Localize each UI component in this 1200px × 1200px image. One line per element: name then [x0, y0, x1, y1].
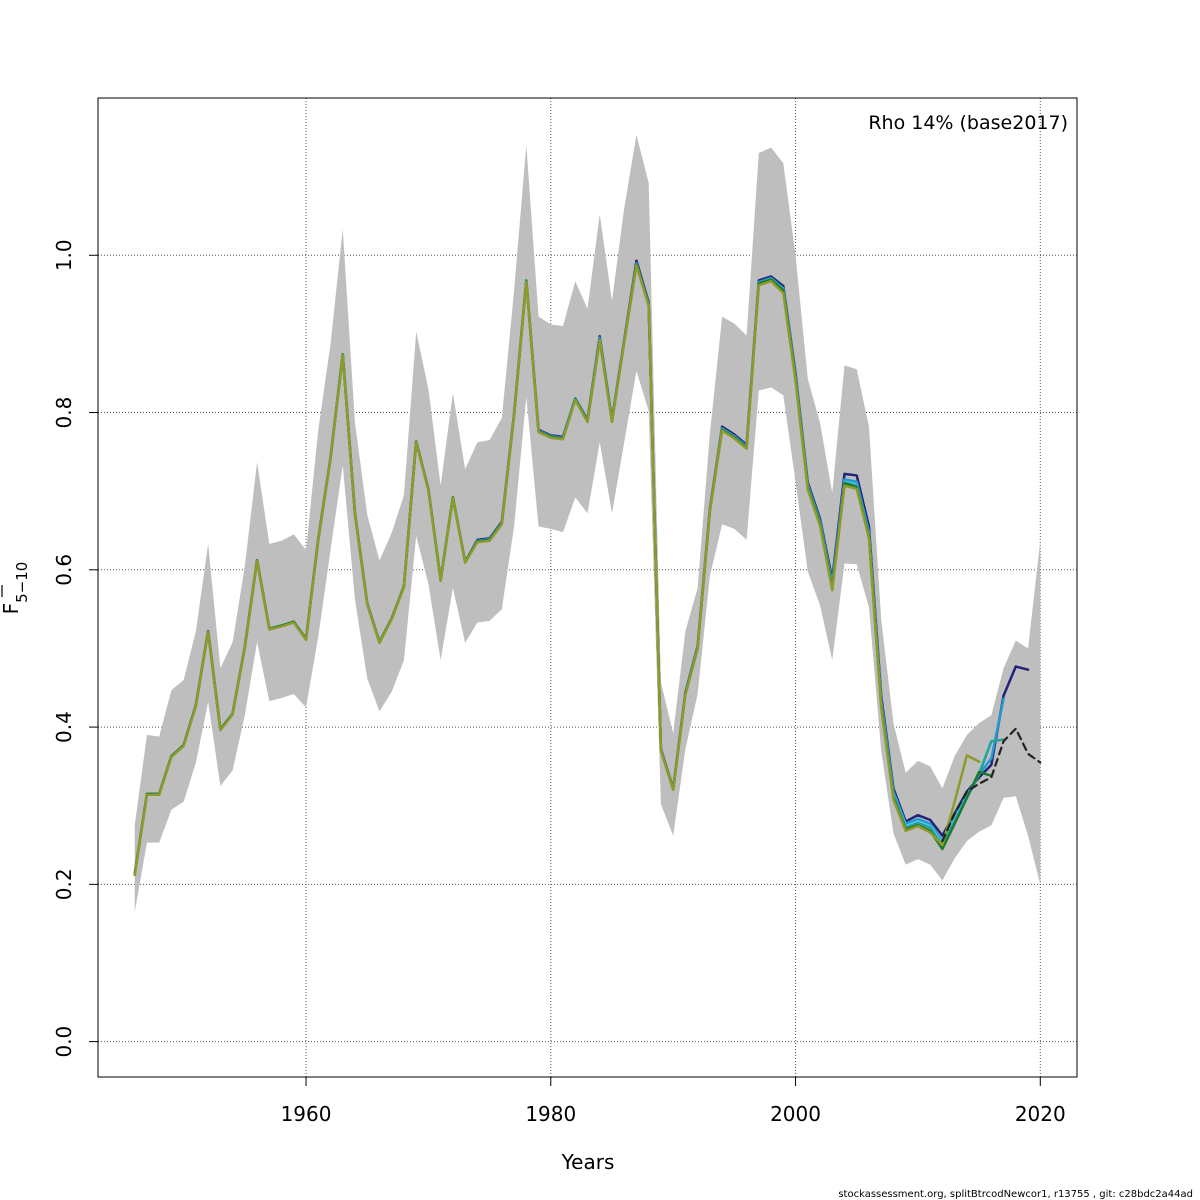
y-tick-label: 0.8 — [52, 397, 76, 429]
y-axis-title-subscript: 5−10 — [13, 562, 31, 603]
y-tick-label: 1.0 — [52, 239, 76, 271]
confidence-band-layer — [134, 134, 1041, 912]
x-axis-title: Years — [561, 1150, 615, 1174]
x-axis: 1960 1980 2000 2020 — [281, 1077, 1066, 1126]
confidence-band — [134, 134, 1041, 912]
x-tick-label: 1980 — [525, 1102, 576, 1126]
rho-annotation: Rho 14% (base2017) — [868, 112, 1068, 134]
y-axis-title-base: F — [0, 603, 23, 615]
y-axis-title: F5−10 — [0, 562, 31, 615]
y-axis: 0.0 0.2 0.4 0.6 0.8 1.0 — [52, 239, 98, 1058]
svg-text:F5−10: F5−10 — [0, 562, 31, 615]
x-tick-label: 2020 — [1015, 1102, 1066, 1126]
x-tick-label: 1960 — [281, 1102, 332, 1126]
plot-frame — [97, 97, 1078, 1078]
y-tick-label: 0.6 — [52, 554, 76, 586]
x-tick-label: 2000 — [770, 1102, 821, 1126]
y-tick-label: 0.2 — [52, 868, 76, 900]
y-tick-label: 0.0 — [52, 1026, 76, 1058]
y-tick-label: 0.4 — [52, 711, 76, 743]
series-line-6 — [133, 264, 981, 877]
series-line-7 — [941, 727, 1042, 843]
footer-credit: stockassessment.org, splitBtrcodNewcor1,… — [838, 1189, 1193, 1200]
series-layer — [133, 259, 1042, 877]
